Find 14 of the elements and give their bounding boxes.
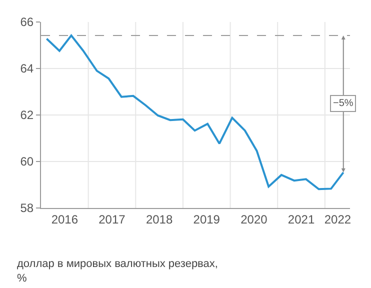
annotation: −5% [333,98,354,109]
y-tick-label: 66 [20,15,34,30]
y-tick-label: 58 [20,201,34,216]
x-tick-label: 2016 [51,212,78,226]
x-tick-label: 2021 [288,212,315,226]
x-tick-label: 2018 [146,212,173,226]
x-tick-label: 2022 [324,212,352,226]
y-tick-label: 62 [20,108,34,122]
x-tick-label: 2017 [98,212,126,226]
y-axis-title: доллар в мировых валютных резервах, % [17,258,218,284]
y-tick-label: 60 [20,154,34,169]
x-tick-label: 2020 [240,212,268,226]
y-tick-label: 64 [20,62,34,76]
x-tick-label: 2019 [193,212,220,226]
